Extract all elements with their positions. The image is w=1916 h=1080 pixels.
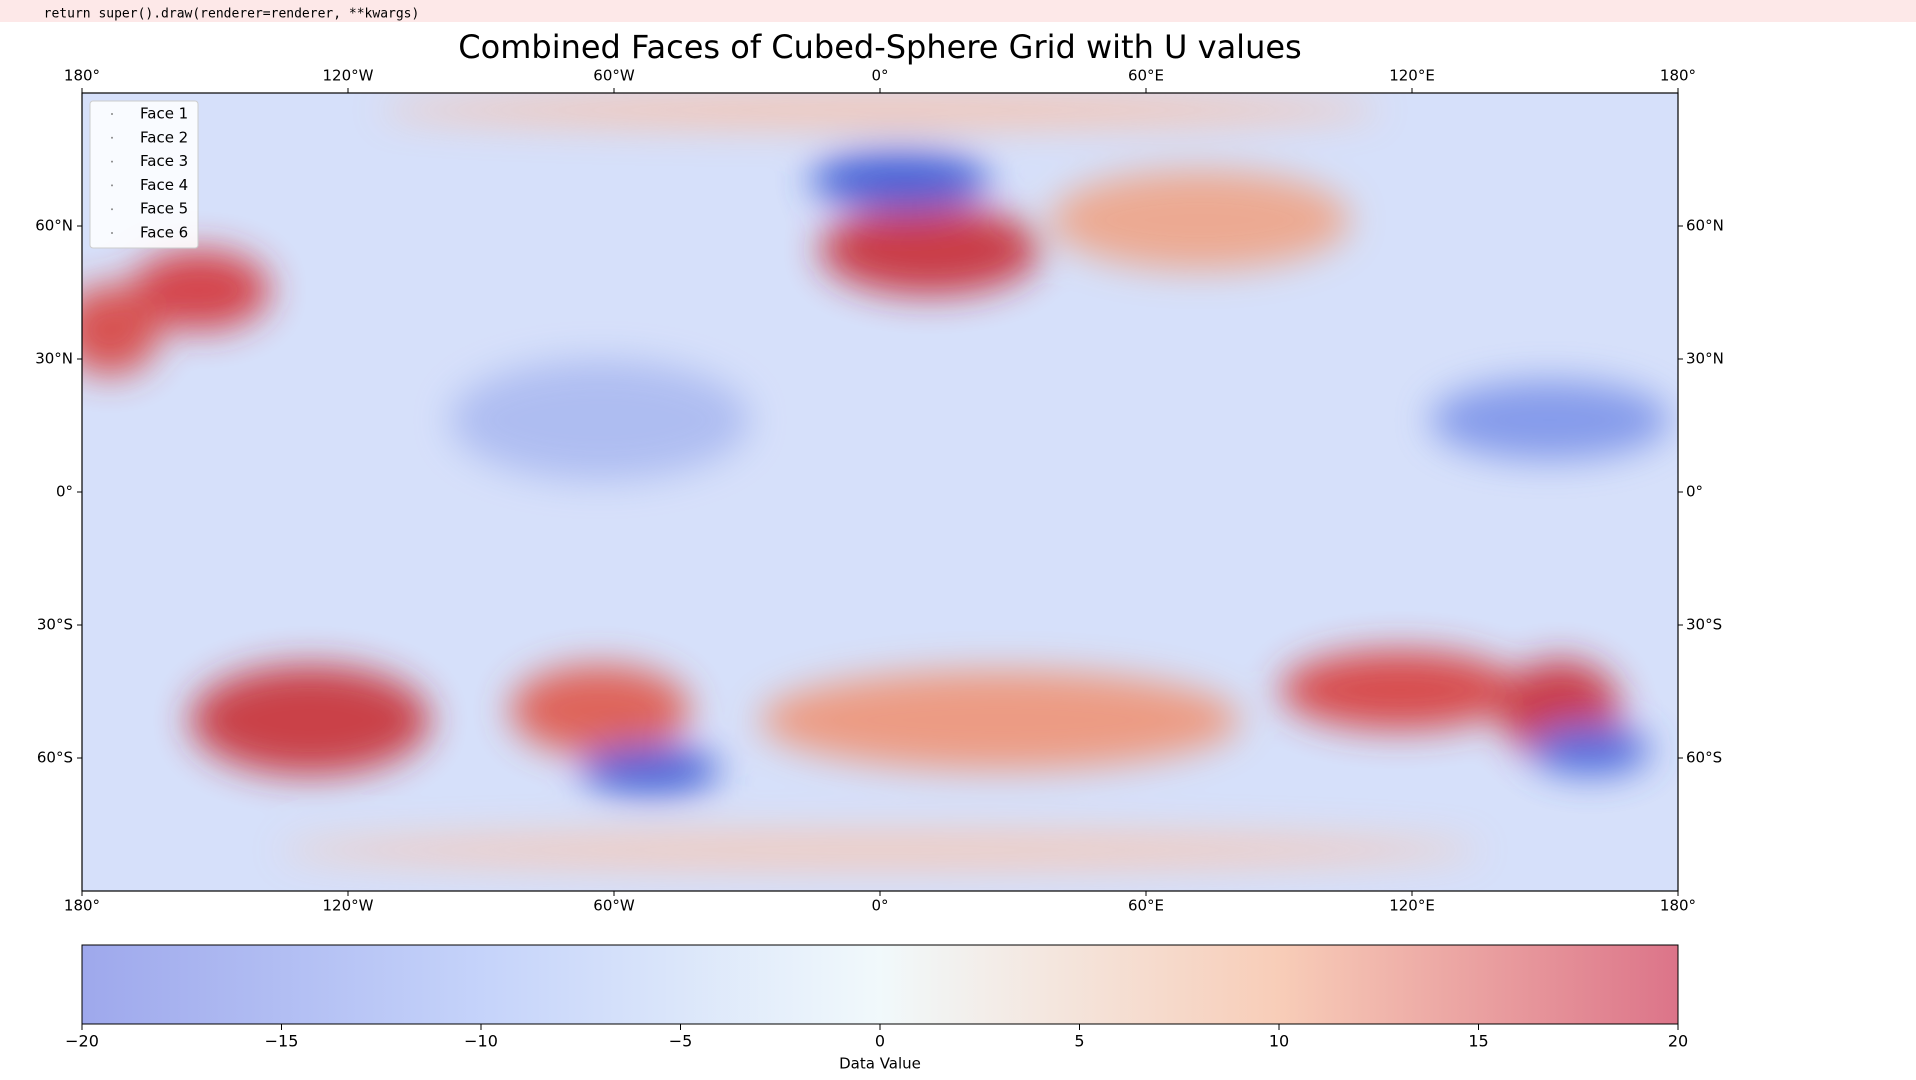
y-tick-label: 30°S <box>1686 616 1722 634</box>
x-tick-label: 180° <box>1660 897 1696 915</box>
colorbar-tick-label: 20 <box>1668 1032 1688 1051</box>
legend-box <box>89 100 199 249</box>
legend-marker <box>111 208 113 211</box>
console-line: return super().draw(renderer=renderer, *… <box>28 7 419 22</box>
colorbar <box>81 944 1679 1025</box>
colorbar-tick-label: 5 <box>1074 1032 1084 1051</box>
colorbar-tick-label: 0 <box>875 1032 885 1051</box>
legend-label: Face 2 <box>140 128 188 146</box>
legend-marker <box>111 184 113 187</box>
y-tick-label: 60°N <box>1686 217 1724 235</box>
x-tick-label: 120°W <box>323 897 374 915</box>
colorbar-tick-label: 15 <box>1468 1032 1488 1051</box>
colorbar-tick-label: −15 <box>265 1032 299 1051</box>
x-tick-label: 0° <box>871 897 888 915</box>
x-tick-label: 180° <box>64 67 100 85</box>
colorbar-tick-label: −5 <box>669 1032 693 1051</box>
x-tick-label: 120°E <box>1389 897 1435 915</box>
x-tick-label: 60°W <box>593 897 635 915</box>
y-tick-label: 0° <box>1686 483 1703 501</box>
x-tick-label: 60°E <box>1128 897 1164 915</box>
legend-marker <box>111 232 113 234</box>
x-tick-label: 120°W <box>323 67 374 85</box>
y-tick-label: 60°N <box>35 217 73 235</box>
x-tick-label: 60°W <box>593 67 635 85</box>
legend-label: Face 4 <box>140 176 188 194</box>
legend: Face 1 Face 2 Face 3 Face 4 Face 5 Face 6 <box>89 100 199 249</box>
y-tick-label: 30°S <box>37 616 73 634</box>
x-tick-label: 0° <box>871 67 888 85</box>
legend-marker <box>111 113 113 115</box>
x-tick-label: 120°E <box>1389 67 1435 85</box>
y-tick-label: 0° <box>56 483 73 501</box>
x-tick-label: 180° <box>1660 67 1696 85</box>
y-tick-label: 30°N <box>35 350 73 368</box>
legend-marker <box>111 160 113 163</box>
colorbar-label: Data Value <box>839 1055 921 1073</box>
x-tick-label: 60°E <box>1128 67 1164 85</box>
colorbar-tick-label: 10 <box>1269 1032 1289 1051</box>
colorbar-tick-label: −10 <box>464 1032 498 1051</box>
legend-label: Face 1 <box>140 105 188 123</box>
y-tick-label: 30°N <box>1686 350 1724 368</box>
x-tick-label: 180° <box>64 897 100 915</box>
colorbar-tick-label: −20 <box>65 1032 99 1051</box>
legend-label: Face 5 <box>140 200 188 218</box>
legend-marker <box>111 136 113 139</box>
console-strip <box>0 0 1916 22</box>
y-tick-label: 60°S <box>37 749 73 767</box>
legend-label: Face 6 <box>140 224 188 242</box>
legend-label: Face 3 <box>140 152 188 170</box>
map-field <box>82 93 1678 891</box>
y-tick-label: 60°S <box>1686 749 1722 767</box>
chart-title: Combined Faces of Cubed-Sphere Grid with… <box>458 28 1301 66</box>
